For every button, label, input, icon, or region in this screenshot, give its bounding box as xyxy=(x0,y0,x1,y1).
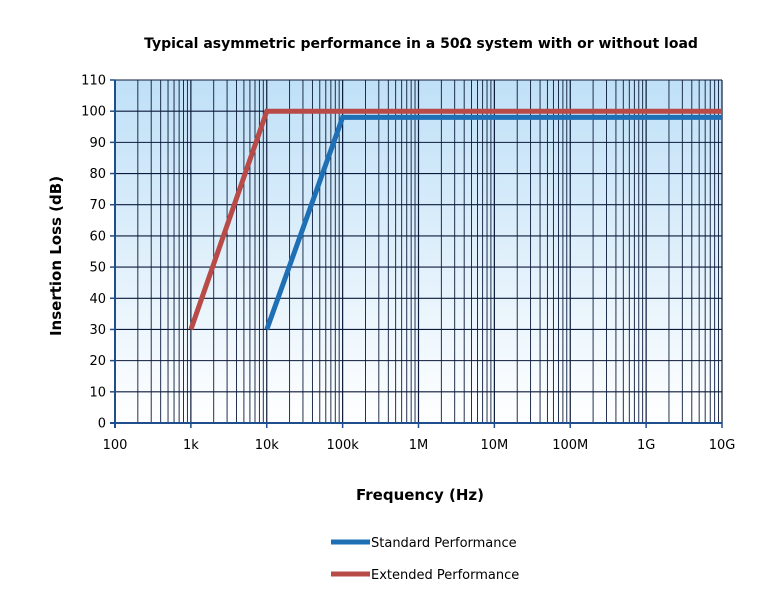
axes xyxy=(110,79,723,428)
chart-title: Typical asymmetric performance in a 50Ω … xyxy=(144,36,698,52)
x-tick-label: 100k xyxy=(326,438,359,453)
series xyxy=(188,108,722,331)
x-tick-label: 10M xyxy=(480,438,508,453)
y-tick-label: 110 xyxy=(81,74,106,89)
y-tick-label: 30 xyxy=(89,323,106,338)
y-tick-label: 60 xyxy=(89,229,106,244)
y-tick-label: 100 xyxy=(81,105,106,120)
x-tick-label: 100M xyxy=(552,438,588,453)
series-line xyxy=(264,114,722,331)
legend-label: Extended Performance xyxy=(371,568,519,583)
y-tick-label: 70 xyxy=(89,198,106,213)
y-tick-label: 50 xyxy=(89,261,106,276)
series-line xyxy=(188,108,722,331)
x-tick-label: 1k xyxy=(183,438,199,453)
legend-label: Standard Performance xyxy=(371,536,517,551)
y-tick-label: 10 xyxy=(89,385,106,400)
y-tick-label: 80 xyxy=(89,167,106,182)
x-tick-label: 10k xyxy=(255,438,280,453)
x-tick-label: 10G xyxy=(709,438,736,453)
y-tick-label: 90 xyxy=(89,136,106,151)
y-tick-label: 20 xyxy=(89,354,106,369)
x-tick-label: 100 xyxy=(103,438,128,453)
legend: Standard Performance Extended Performance xyxy=(331,536,519,583)
y-axis-title: Insertion Loss (dB) xyxy=(47,176,65,336)
x-tick-label: 1M xyxy=(409,438,429,453)
x-axis-title: Frequency (Hz) xyxy=(356,486,484,504)
x-tick-label: 1G xyxy=(637,438,655,453)
grid xyxy=(114,79,723,424)
y-tick-label: 40 xyxy=(89,292,106,307)
y-tick-label: 0 xyxy=(98,417,106,432)
tick-labels: 0 10 20 30 40 50 60 70 80 90 100 110 100 1k 10k 100k 1M 1… xyxy=(81,74,735,454)
